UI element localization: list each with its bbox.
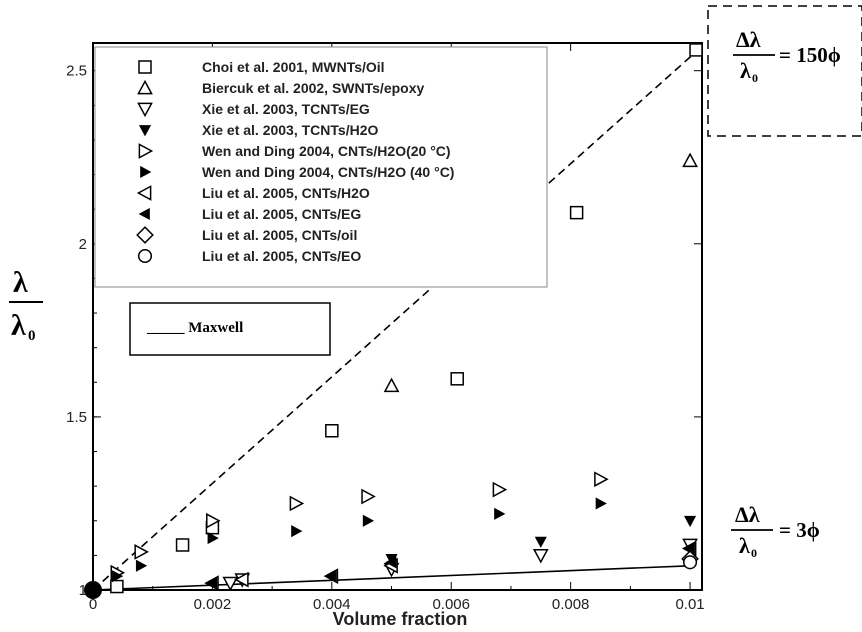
legend-marker	[138, 60, 152, 74]
data-point	[594, 471, 609, 488]
plot-area-frame	[92, 42, 703, 591]
y-tick-label: 1.5	[66, 409, 87, 426]
upper-annotation: Δλ λ 0 = 150ϕ	[733, 27, 841, 85]
legend-entry-label: Biercuk et al. 2002, SWNTs/epoxy	[202, 80, 424, 96]
lower-annotation: Δλ λ 0 = 3ϕ	[731, 502, 820, 560]
y-axis-title-subscript: 0	[28, 328, 36, 344]
data-point	[569, 205, 584, 220]
legend-marker	[136, 226, 154, 244]
y-tick-label: 2	[79, 236, 87, 253]
legend-marker	[138, 207, 150, 221]
data-point	[684, 515, 697, 528]
data-point	[494, 507, 506, 520]
legend-entry-label: Liu et al. 2005, CNTs/EO	[202, 248, 361, 264]
lower-annotation-denominator: λ	[739, 533, 750, 558]
y-axis-title-denominator: λ	[11, 309, 26, 342]
data-point	[362, 514, 375, 527]
data-point	[135, 559, 148, 572]
maxwell-box	[129, 302, 331, 356]
y-tick-label: 2.5	[66, 63, 87, 80]
data-point	[134, 544, 149, 560]
legend-entry-label: Choi et al. 2001, MWNTs/Oil	[202, 59, 385, 75]
y-axis-title: λ λ 0	[9, 266, 43, 344]
x-tick-label: 0.002	[194, 596, 232, 613]
data-point	[175, 538, 190, 552]
data-point	[682, 152, 698, 168]
upper-annotation-box	[707, 5, 862, 137]
data-point	[492, 481, 508, 498]
legend-entry-label: Liu et al. 2005, CNTs/oil	[202, 227, 357, 243]
data-point	[206, 512, 221, 529]
upper-annotation-subscript: 0	[752, 71, 758, 85]
maxwell-label: _____ Maxwell	[146, 320, 243, 336]
legend-marker	[137, 102, 153, 118]
legend-entry-label: Xie et al. 2003, TCNTs/H2O	[202, 122, 378, 138]
legend-entry-label: Wen and Ding 2004, CNTs/H2O (40 °C)	[202, 164, 454, 180]
lower-annotation-rhs: = 3ϕ	[779, 518, 820, 542]
dashed-line-150phi	[92, 45, 703, 591]
legend-marker	[140, 165, 152, 179]
legend-box	[94, 46, 548, 288]
legend-entry-label: Xie et al. 2003, TCNTs/EG	[202, 101, 370, 117]
data-point	[450, 372, 464, 386]
legend-marker	[137, 79, 153, 95]
upper-annotation-rhs: = 150ϕ	[779, 43, 841, 67]
x-axis-title: Volume fraction	[333, 609, 468, 629]
x-tick-label: 0.004	[313, 596, 351, 613]
legend-entry-label: Liu et al. 2005, CNTs/EG	[202, 206, 361, 222]
y-axis-title-numerator: λ	[13, 266, 28, 299]
lower-annotation-numerator: Δλ	[735, 502, 760, 527]
data-point	[222, 576, 239, 592]
upper-annotation-numerator: Δλ	[736, 27, 761, 52]
legend-entry-label: Wen and Ding 2004, CNTs/H2O(20 °C)	[202, 143, 451, 159]
lower-annotation-subscript: 0	[751, 546, 757, 560]
data-point	[595, 497, 607, 510]
legend-marker	[137, 248, 153, 264]
maxwell-line	[92, 564, 691, 591]
legend-marker	[138, 143, 154, 159]
data-point	[385, 556, 397, 569]
upper-annotation-denominator: λ	[740, 58, 751, 83]
x-tick-label: 0.008	[552, 596, 590, 613]
data-point	[112, 570, 124, 583]
legend-marker	[136, 185, 152, 201]
x-tick-label: 0	[89, 596, 97, 613]
data-point	[291, 525, 303, 538]
data-point	[289, 495, 305, 512]
data-point	[325, 423, 339, 438]
y-tick-label: 1	[79, 582, 87, 599]
data-point	[383, 377, 400, 393]
x-tick-label: 0.006	[432, 596, 470, 613]
data-point	[689, 43, 703, 57]
legend-marker	[138, 125, 152, 137]
data-point	[534, 536, 547, 548]
data-point	[361, 488, 376, 505]
data-point	[532, 549, 549, 564]
legend-entry-label: Liu et al. 2005, CNTs/H2O	[202, 185, 370, 201]
data-point	[683, 555, 698, 570]
x-tick-label: 0.01	[675, 596, 704, 613]
data-point	[110, 579, 124, 594]
data-point	[207, 532, 219, 545]
data-point	[234, 571, 249, 588]
data-point	[325, 570, 337, 583]
